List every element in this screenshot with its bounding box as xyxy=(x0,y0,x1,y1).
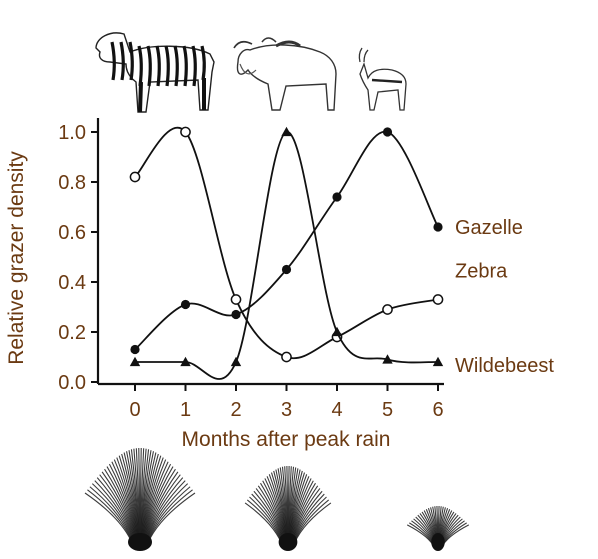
series-label-wildebeest: Wildebeest xyxy=(455,355,554,377)
x-tick-label: 1 xyxy=(180,399,191,421)
series-line-zebra xyxy=(134,126,439,360)
data-point-wildebeest xyxy=(331,326,343,337)
wildebeest-icon xyxy=(233,37,337,111)
tall-grass-icon xyxy=(84,448,196,551)
data-point-gazelle xyxy=(332,192,342,202)
data-point-gazelle xyxy=(180,299,191,310)
y-tick-label: 0.2 xyxy=(58,322,86,344)
data-point-gazelle xyxy=(231,309,241,320)
y-tick-label: 0.4 xyxy=(58,272,86,294)
y-tick-label: 0.0 xyxy=(58,372,86,394)
y-tick-label: 1.0 xyxy=(58,122,86,144)
y-tick-label: 0.6 xyxy=(58,222,86,244)
chart-series: Gazelle Zebra Wildebeest xyxy=(129,126,554,380)
data-point-wildebeest xyxy=(382,354,393,364)
x-tick-label: 4 xyxy=(331,399,342,421)
data-point-zebra xyxy=(180,126,191,138)
x-tick-label: 5 xyxy=(382,399,393,421)
x-tick-label: 6 xyxy=(432,399,443,421)
series-label-gazelle: Gazelle xyxy=(455,217,523,239)
data-point-gazelle xyxy=(382,127,393,137)
animal-illustrations xyxy=(95,32,407,113)
series-label-zebra: Zebra xyxy=(455,261,508,283)
medium-grass-icon xyxy=(244,466,332,551)
data-point-gazelle xyxy=(433,222,443,232)
x-tick-label: 2 xyxy=(230,399,241,421)
data-point-gazelle xyxy=(281,264,292,275)
short-grass-icon xyxy=(406,506,470,551)
series-line-wildebeest xyxy=(134,131,439,380)
x-axis-label: Months after peak rain xyxy=(182,428,391,451)
data-point-wildebeest xyxy=(129,356,141,367)
x-tick-label: 0 xyxy=(129,399,140,421)
data-point-wildebeest xyxy=(230,356,242,367)
data-point-gazelle xyxy=(130,344,140,355)
gazelle-icon xyxy=(358,47,407,111)
chart-axes: 0.0 0.2 0.4 0.6 0.8 1.0 0 1 2 3 4 5 6 Months after pe… xyxy=(5,118,444,451)
zebra-icon xyxy=(95,32,215,113)
data-point-zebra xyxy=(230,294,242,305)
grass-illustrations xyxy=(84,448,470,551)
data-point-wildebeest xyxy=(281,126,292,137)
data-point-zebra xyxy=(129,171,141,183)
data-point-zebra xyxy=(281,351,292,363)
y-axis-label: Relative grazer density xyxy=(5,151,28,365)
series-line-gazelle xyxy=(134,131,439,351)
y-tick-label: 0.8 xyxy=(58,172,86,194)
data-point-wildebeest xyxy=(180,356,191,367)
data-point-zebra xyxy=(432,294,444,305)
x-tick-label: 3 xyxy=(281,399,292,421)
data-point-zebra xyxy=(382,304,393,315)
data-point-wildebeest xyxy=(432,356,444,367)
